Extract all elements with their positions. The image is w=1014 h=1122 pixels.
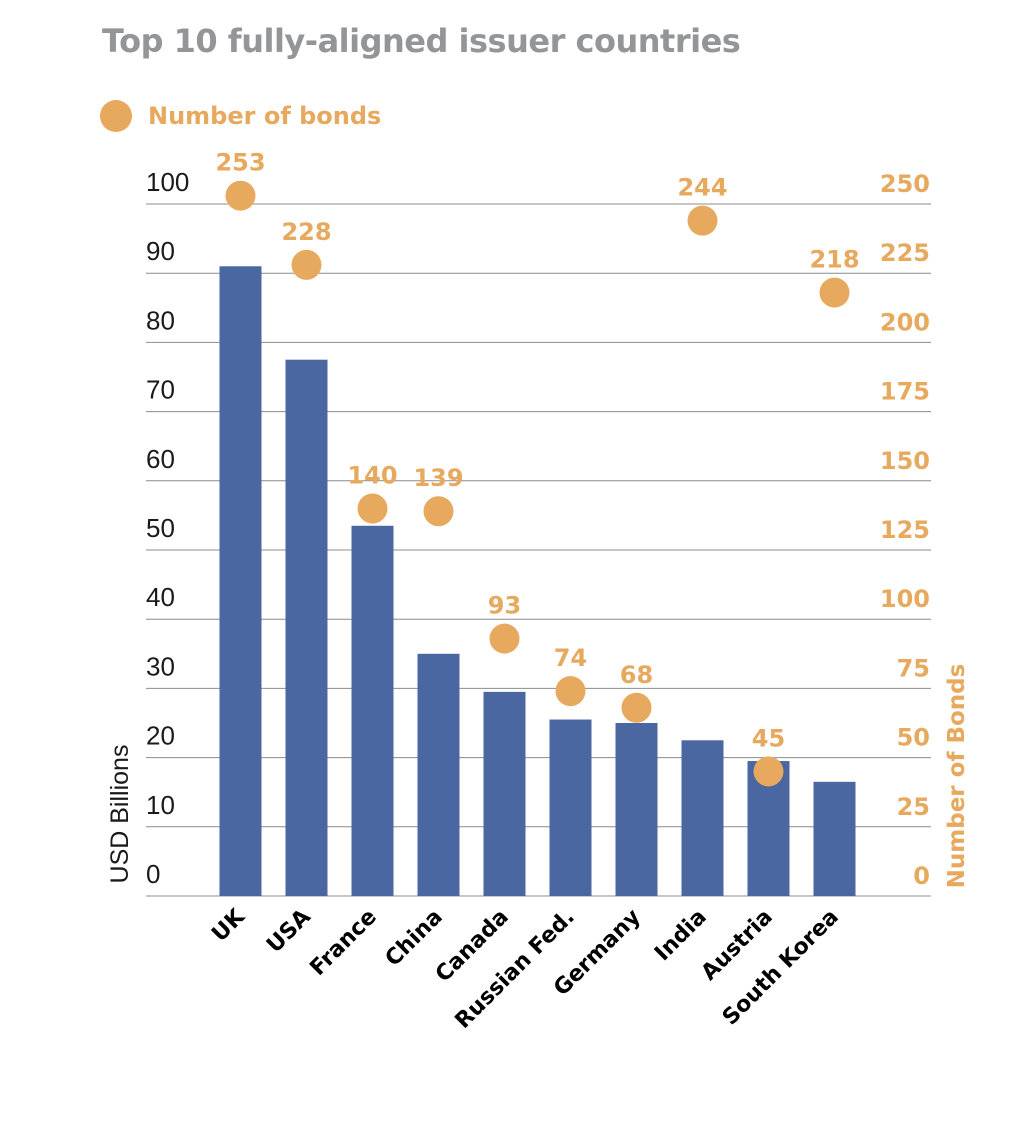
bond-count-label: 218: [809, 246, 859, 274]
bond-count-dot: [753, 756, 784, 787]
y2-tick-label: 250: [880, 170, 930, 198]
legend: Number of bonds: [100, 100, 381, 132]
bar: [681, 740, 724, 896]
y2-axis-label: Number of Bonds: [944, 664, 970, 889]
bar: [483, 691, 526, 896]
y2-tick-label: 225: [880, 239, 930, 267]
bond-count-dot: [555, 676, 586, 707]
x-tick-label: India: [650, 905, 712, 967]
y2-tick-label: 125: [880, 516, 930, 544]
bond-count-dot: [225, 180, 256, 211]
y-tick-label: 30: [146, 651, 175, 681]
bond-count-label: 140: [347, 461, 397, 489]
bond-count-label: 253: [215, 149, 265, 177]
y-tick-label: 70: [146, 375, 175, 405]
y2-tick-label: 200: [880, 308, 930, 336]
y2-tick-label: 75: [897, 654, 930, 682]
bond-count-label: 68: [620, 661, 653, 689]
x-tick-label: South Korea: [718, 905, 844, 1031]
bond-count-dot: [687, 205, 718, 236]
bond-count-dot: [357, 493, 388, 524]
bond-count-dot: [423, 496, 454, 527]
bond-count-dot: [621, 692, 652, 723]
chart-title: Top 10 fully-aligned issuer countries: [102, 22, 741, 60]
y-axis-label: USD Billions: [106, 745, 134, 884]
bond-count-label: 93: [488, 592, 521, 620]
x-tick-label: Russian Fed.: [451, 905, 580, 1034]
y2-tick-label: 50: [897, 724, 930, 752]
bond-count-dot: [819, 277, 850, 308]
y2-tick-label: 100: [880, 585, 930, 613]
bond-count-label: 244: [677, 174, 727, 202]
x-tick-label: France: [305, 905, 381, 981]
bar: [615, 723, 658, 896]
y-tick-label: 10: [146, 790, 175, 820]
y-tick-label: 90: [146, 236, 175, 266]
y2-tick-label: 175: [880, 378, 930, 406]
x-tick-label: USA: [262, 905, 316, 959]
bond-count-dot: [489, 623, 520, 654]
bond-count-label: 74: [554, 644, 587, 672]
bar: [417, 653, 460, 896]
y-tick-label: 40: [146, 582, 175, 612]
y-tick-label: 50: [146, 513, 175, 543]
y-tick-label: 0: [146, 859, 160, 889]
y-tick-label: 100: [146, 167, 189, 197]
bar: [351, 525, 394, 896]
y-tick-label: 80: [146, 305, 175, 335]
y2-tick-label: 25: [897, 793, 930, 821]
bar: [549, 719, 592, 896]
legend-marker: [100, 100, 132, 132]
bond-count-label: 45: [752, 724, 785, 752]
y2-tick-label: 0: [913, 862, 930, 890]
bar: [219, 266, 262, 896]
bond-count-label: 228: [281, 218, 331, 246]
bar: [285, 359, 328, 896]
bar: [813, 781, 856, 896]
bond-count-label: 139: [413, 464, 463, 492]
y-tick-label: 20: [146, 721, 175, 751]
bond-count-dot: [291, 249, 322, 280]
y2-tick-label: 150: [880, 447, 930, 475]
y-tick-label: 60: [146, 444, 175, 474]
x-tick-label: UK: [207, 904, 250, 947]
legend-label: Number of bonds: [148, 102, 382, 130]
